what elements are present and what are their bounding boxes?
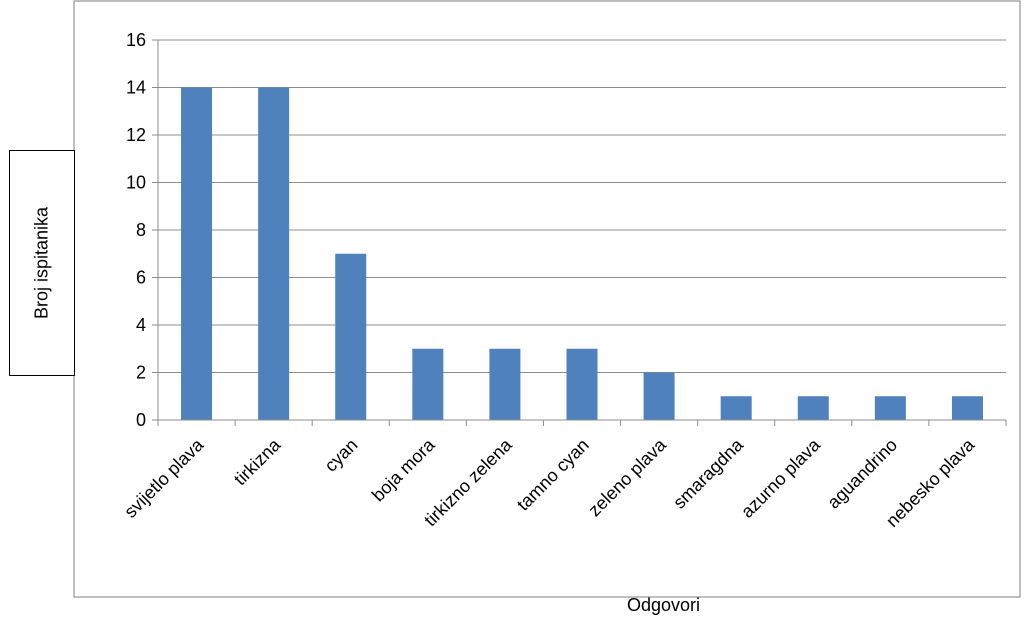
gridlines bbox=[158, 39, 1006, 373]
bar bbox=[258, 87, 290, 420]
x-tick-label: tamno cyan bbox=[513, 435, 593, 515]
x-tick-label: cyan bbox=[321, 435, 362, 476]
bar bbox=[643, 372, 675, 420]
y-tick-label: 4 bbox=[136, 315, 146, 335]
y-axis-label: Broj ispitanika bbox=[31, 206, 52, 320]
x-tick-label: aguandrino bbox=[823, 435, 901, 513]
y-tick-label: 6 bbox=[136, 268, 146, 288]
bar bbox=[412, 348, 444, 420]
bar bbox=[874, 396, 906, 420]
bar bbox=[335, 253, 367, 420]
bar bbox=[181, 87, 213, 420]
x-tick-label: azurno plava bbox=[737, 434, 825, 522]
x-tick-label: boja mora bbox=[368, 434, 439, 505]
bar bbox=[797, 396, 829, 420]
y-tick-label: 14 bbox=[126, 78, 146, 98]
bar bbox=[720, 396, 752, 420]
y-tick-label: 2 bbox=[136, 363, 146, 383]
bars bbox=[181, 87, 983, 420]
x-tick-label: tirkizna bbox=[230, 434, 285, 489]
y-tick-label: 10 bbox=[126, 173, 146, 193]
y-axis-label-box: Broj ispitanika bbox=[9, 150, 75, 376]
x-tick-label: svijetlo plava bbox=[120, 434, 208, 522]
chart-frame bbox=[73, 0, 1021, 598]
bar bbox=[566, 348, 598, 420]
axes bbox=[152, 39, 1007, 426]
y-tick-label: 0 bbox=[136, 410, 146, 430]
y-tick-label: 8 bbox=[136, 220, 146, 240]
y-tick-label: 16 bbox=[126, 30, 146, 50]
bar bbox=[951, 396, 983, 420]
x-tick-label: zeleno plava bbox=[584, 434, 670, 520]
bar bbox=[489, 348, 521, 420]
y-tick-labels: 0 2 4 6 8 10 12 14 16 bbox=[126, 30, 146, 430]
x-tick-labels: svijetlo plava tirkizna cyan boja moratirki… bbox=[120, 434, 979, 531]
x-tick-label: smaragdna bbox=[669, 434, 748, 513]
y-tick-label: 12 bbox=[126, 125, 146, 145]
x-axis-label: Odgovori bbox=[627, 595, 701, 615]
